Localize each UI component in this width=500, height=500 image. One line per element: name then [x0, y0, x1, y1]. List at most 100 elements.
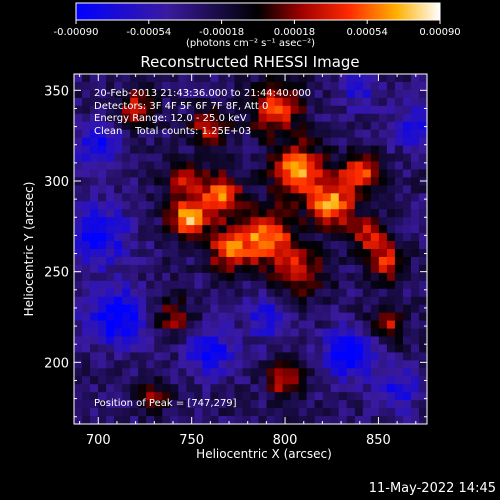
heatmap-cell — [90, 97, 99, 107]
heatmap-cell — [306, 209, 316, 218]
heatmap-cell — [266, 233, 276, 242]
heatmap-cell — [386, 376, 396, 385]
heatmap-cell — [258, 121, 268, 131]
heatmap-cell — [266, 161, 276, 171]
heatmap-cell — [266, 328, 276, 338]
heatmap-cell — [306, 264, 316, 274]
heatmap-cell — [290, 408, 300, 417]
heatmap-cell — [402, 320, 412, 330]
heatmap-cell — [218, 264, 228, 274]
heatmap-cell — [322, 81, 332, 91]
heatmap-cell — [306, 392, 316, 401]
heatmap-cell — [122, 129, 131, 139]
heatmap-cell — [114, 416, 123, 425]
heatmap-cell — [394, 280, 404, 290]
heatmap-cell — [378, 272, 388, 282]
heatmap-cell — [106, 89, 115, 99]
heatmap-cell — [146, 376, 155, 385]
heatmap-cell — [266, 193, 276, 202]
heatmap-cell — [138, 97, 147, 107]
heatmap-cell — [298, 153, 308, 163]
heatmap-cell — [290, 352, 300, 361]
heatmap-cell — [130, 89, 139, 99]
heatmap-cell — [146, 241, 155, 250]
heatmap-cell — [186, 249, 195, 258]
heatmap-cell — [410, 129, 420, 139]
heatmap-cell — [210, 97, 220, 107]
heatmap-cell — [290, 113, 300, 123]
heatmap-cell — [194, 400, 203, 409]
heatmap-cell — [106, 400, 115, 409]
heatmap-cell — [74, 256, 83, 266]
heatmap-cell — [90, 217, 99, 226]
heatmap-cell — [82, 336, 91, 346]
heatmap-cell — [370, 416, 380, 425]
heatmap-cell — [130, 161, 139, 171]
heatmap-cell — [74, 105, 83, 115]
heatmap-cell — [346, 193, 356, 202]
heatmap-cell — [418, 169, 428, 178]
heatmap-cell — [106, 312, 115, 322]
heatmap-cell — [74, 376, 83, 385]
heatmap-cell — [98, 296, 107, 306]
heatmap-cell — [410, 392, 420, 401]
heatmap-cell — [354, 193, 364, 202]
heatmap-cell — [394, 360, 404, 369]
heatmap-cell — [250, 169, 260, 178]
heatmap-cell — [418, 256, 428, 266]
heatmap-cell — [322, 74, 332, 83]
heatmap-cell — [122, 328, 131, 338]
heatmap-cell — [130, 129, 139, 139]
heatmap-cell — [330, 97, 340, 107]
heatmap-cell — [314, 225, 324, 234]
heatmap-cell — [274, 105, 284, 115]
annotation-time: 20-Feb-2013 21:43:36.000 to 21:44:40.000 — [94, 88, 312, 99]
heatmap-cell — [290, 256, 300, 266]
heatmap-cell — [266, 185, 276, 194]
heatmap-cell — [154, 105, 163, 115]
heatmap-cell — [290, 209, 300, 218]
heatmap-cell — [234, 280, 244, 290]
heatmap-cell — [154, 217, 163, 226]
heatmap-cell — [186, 233, 195, 242]
heatmap-cell — [354, 360, 364, 369]
heatmap-cell — [258, 280, 268, 290]
heatmap-cell — [178, 384, 187, 393]
heatmap-cell — [250, 320, 260, 330]
heatmap-cell — [194, 336, 203, 346]
heatmap-cell — [210, 113, 220, 123]
heatmap-cell — [322, 217, 332, 226]
heatmap-cell — [378, 169, 388, 178]
heatmap-cell — [418, 392, 428, 401]
heatmap-cell — [154, 352, 163, 361]
heatmap-cell — [114, 408, 123, 417]
heatmap-cell — [226, 249, 236, 258]
heatmap-cell — [170, 296, 179, 306]
heatmap-cell — [82, 288, 91, 298]
heatmap-cell — [258, 129, 268, 139]
heatmap-cell — [138, 241, 147, 250]
heatmap-cell — [370, 185, 380, 194]
heatmap-cell — [274, 256, 284, 266]
heatmap-cell — [74, 344, 83, 353]
heatmap-cell — [226, 201, 236, 210]
heatmap-cell — [418, 89, 428, 99]
heatmap-cell — [410, 360, 420, 369]
heatmap-cell — [210, 241, 220, 250]
heatmap-cell — [186, 288, 195, 298]
heatmap-cell — [418, 336, 428, 346]
heatmap-cell — [314, 344, 324, 353]
heatmap-cell — [306, 312, 316, 322]
heatmap-cell — [306, 241, 316, 250]
heatmap-cell — [194, 264, 203, 274]
heatmap-cell — [346, 320, 356, 330]
heatmap-cell — [130, 296, 139, 306]
heatmap-cell — [394, 256, 404, 266]
heatmap-cell — [274, 249, 284, 258]
heatmap-cell — [218, 169, 228, 178]
heatmap-cell — [274, 74, 284, 83]
heatmap-cell — [194, 105, 203, 115]
heatmap-cell — [266, 105, 276, 115]
heatmap-cell — [106, 280, 115, 290]
heatmap-cell — [418, 225, 428, 234]
